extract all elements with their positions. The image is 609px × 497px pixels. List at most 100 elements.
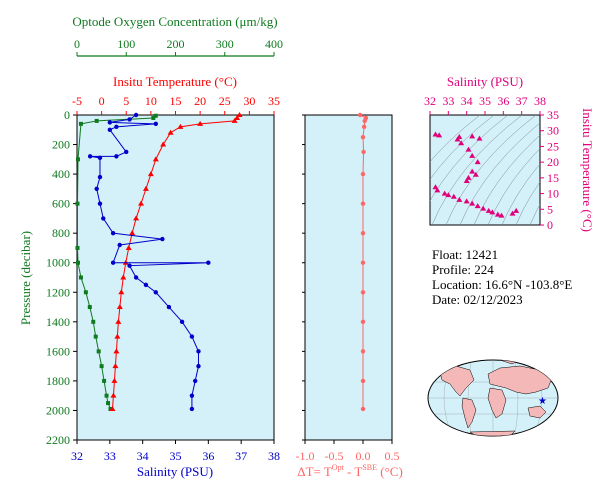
salinity-point (117, 242, 122, 248)
pressure-tick-label: 2200 (46, 433, 70, 447)
delta-tick-label: 0.0 (356, 449, 371, 463)
delta-point (360, 349, 366, 354)
ts-plot-area (429, 114, 541, 226)
temperature-point (236, 112, 243, 117)
salinity-tick-label: 38 (268, 449, 280, 463)
ts-point (469, 200, 476, 206)
delta-point (360, 230, 366, 236)
temperature-point (113, 348, 120, 354)
salinity-point (166, 304, 172, 310)
delta-axis-label: ΔT= TOpt - TSBE (°C) (297, 463, 403, 479)
temperature-point (152, 156, 159, 162)
ts-point (463, 198, 470, 204)
salinity-point (114, 124, 119, 130)
ts-point (456, 134, 463, 139)
delta-point (361, 124, 367, 130)
pressure-tick-label: 1400 (46, 315, 70, 329)
pressure-axis-label: Pressure (decibar) (18, 231, 33, 325)
temperature-tick-label: 10 (145, 94, 157, 108)
profile-date: Date: 02/12/2023 (432, 292, 523, 307)
pressure-tick-label: 1000 (46, 256, 70, 270)
ts-point (456, 196, 463, 202)
delta-point (360, 319, 366, 325)
salinity-tick-label: 33 (104, 449, 116, 463)
delta-tick-label: 0.5 (385, 449, 400, 463)
pressure-tick-label: 1600 (46, 344, 70, 358)
delta-point (360, 171, 366, 177)
temperature-point (197, 120, 204, 126)
salinity-point (110, 230, 116, 236)
oxygen-point (78, 275, 83, 280)
temperature-tick-label: 20 (194, 94, 206, 108)
oxygen-point (87, 305, 92, 310)
density-contour (487, 148, 540, 225)
salinity-point (124, 149, 129, 155)
oxygen-point (75, 157, 80, 162)
temperature-tick-label: 15 (170, 94, 182, 108)
ts-point (494, 211, 501, 217)
temperature-tick-label: 5 (123, 94, 129, 108)
ts-y-tick-label: 20 (547, 155, 559, 169)
salinity-point (153, 121, 158, 127)
ts-point (469, 152, 476, 158)
salinity-tick-label: 37 (235, 449, 247, 463)
ts-point (489, 209, 496, 215)
temperature-point (142, 185, 149, 191)
temperature-point (234, 114, 241, 120)
profile-number: Profile: 224 (432, 262, 494, 277)
ts-point (472, 171, 479, 177)
salinity-point (94, 186, 99, 192)
ts-point (476, 135, 483, 141)
temperature-tick-label: -5 (72, 94, 82, 108)
temperature-point (120, 274, 127, 280)
pressure-tick-label: 2000 (46, 403, 70, 417)
ts-x-tick-label: 34 (461, 94, 473, 108)
salinity-point (114, 154, 119, 159)
delta-point (362, 118, 367, 124)
oxygen-point (83, 290, 88, 295)
density-contour (431, 115, 523, 225)
density-contour (473, 134, 540, 225)
oxygen-axis-label: Optode Oxygen Concentration (μm/kg) (72, 14, 277, 29)
density-contour (430, 115, 509, 202)
salinity-point (189, 334, 195, 339)
ts-point (463, 178, 470, 183)
oxygen-point (94, 118, 99, 123)
temperature-point (160, 141, 167, 147)
ts-y-tick-label: 0 (547, 218, 553, 232)
oxygen-point (106, 401, 111, 406)
delta-point (360, 134, 366, 140)
ts-x-axis-label: Salinity (PSU) (447, 74, 523, 89)
oxygen-point (75, 201, 80, 206)
delta-point (360, 201, 366, 206)
oxygen-point (108, 406, 113, 411)
ts-point (469, 133, 476, 139)
salinity-point (127, 117, 132, 122)
temperature-point (147, 171, 154, 177)
density-contour (459, 122, 540, 225)
salinity-point (87, 154, 93, 159)
temperature-point (231, 117, 238, 123)
ts-point (469, 168, 476, 174)
oxygen-point (75, 245, 80, 250)
oxygen-point (151, 115, 156, 120)
salinity-point (101, 216, 106, 221)
temperature-point (177, 123, 184, 129)
ts-point (441, 190, 448, 196)
pressure-tick-label: 0 (64, 108, 70, 122)
temperature-point (114, 333, 121, 339)
delta-point (360, 260, 366, 265)
density-contour (600, 115, 609, 225)
ts-point (485, 207, 492, 213)
pressure-tick-label: 400 (52, 167, 70, 181)
salinity-point (97, 174, 103, 180)
ts-point (465, 146, 472, 152)
temperature-point (167, 129, 174, 135)
salinity-point (153, 290, 158, 295)
temperature-tick-label: 0 (99, 94, 105, 108)
ts-y-tick-label: 35 (547, 108, 559, 122)
delta-point (357, 112, 363, 118)
temperature-point (111, 377, 118, 383)
oxygen-point (96, 349, 101, 354)
